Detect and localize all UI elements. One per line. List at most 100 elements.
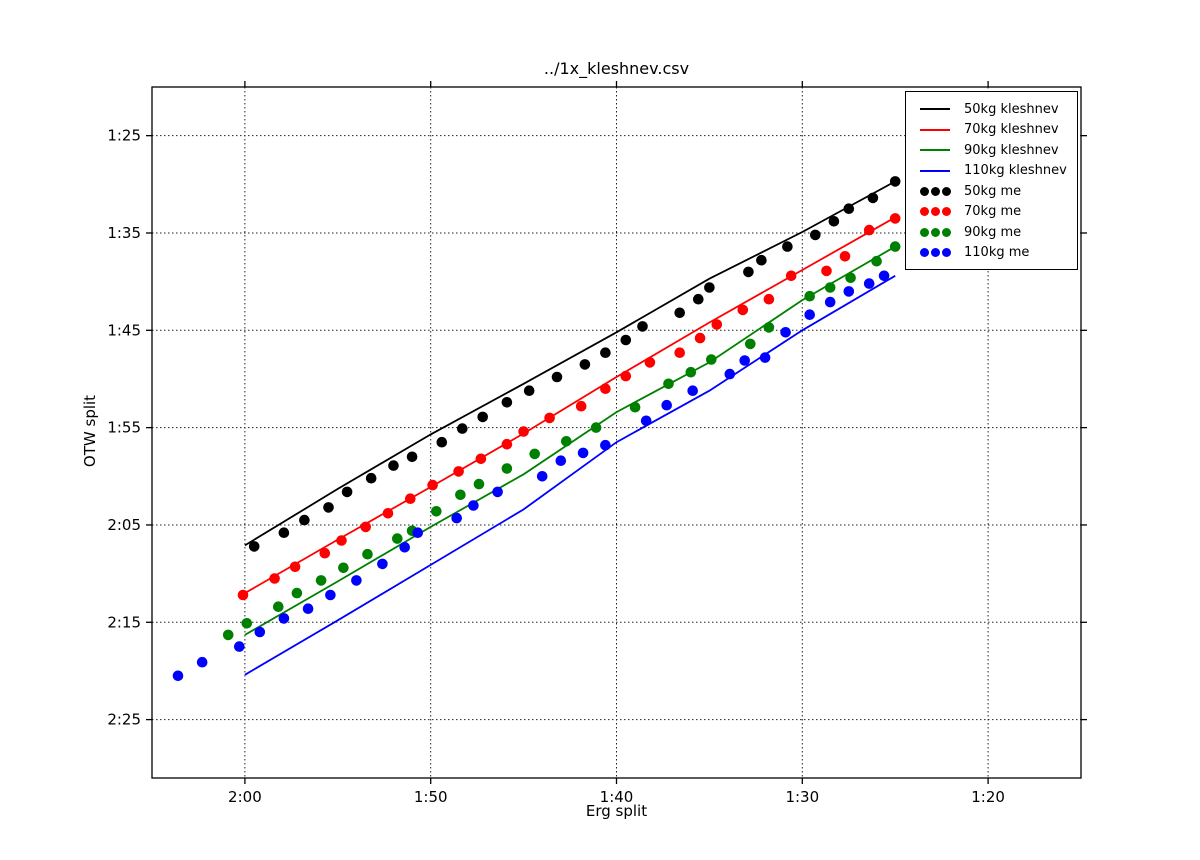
scatter-point-70kg-me [644,357,656,368]
scatter-point-110kg-me [780,327,791,338]
scatter-point-50kg-me [501,397,513,408]
plot-area: 2:00 1:50 1:40 1:30 1:20 1:25 1:35 1:45 1:55 2:05… [107,81,1087,806]
scatter-point-50kg-me [436,436,448,448]
scatter-point-110kg-me [412,527,424,538]
dot-swatch-icon [941,207,951,217]
scatter-point-70kg-me [711,319,723,330]
scatter-point-90kg-me [663,378,674,390]
scatter-point-70kg-me [575,400,587,412]
line-swatch-icon [920,108,950,111]
legend-line-swatch-icon [914,169,956,172]
legend-entry: 90kg kleshnev [914,140,1069,161]
dot-swatch-icon [930,248,940,258]
scatter-point-90kg-me [291,587,303,599]
scatter-point-50kg-me [810,229,821,241]
scatter-point-90kg-me [529,448,540,460]
scatter-point-70kg-me [501,438,513,450]
legend-entry-label: 70kg kleshnev [964,122,1059,138]
scatter-point-110kg-me [724,368,736,380]
scatter-point-110kg-me [254,626,266,638]
scatter-point-90kg-me [561,436,572,447]
scatter-point-110kg-me [661,399,672,411]
legend-entry: 70kg me [914,202,1069,223]
scatter-point-50kg-me [782,241,793,252]
scatter-point-90kg-me [889,241,901,252]
legend: 50kg kleshnev 70kg kleshnev 90kg kleshnev 1… [905,91,1078,270]
scatter-point-90kg-me [473,478,485,490]
legend-entry: 90kg me [914,222,1069,243]
legend-entry-label: 90kg me [964,224,1022,240]
scatter-point-50kg-me [620,334,632,346]
legend-line-swatch-icon [914,149,956,152]
dot-swatch-icon [930,207,940,217]
scatter-point-70kg-me [405,493,416,505]
scatter-point-90kg-me [706,354,717,365]
legend-dots-swatch-icon [914,227,956,237]
scatter-point-50kg-me [704,282,715,293]
scatter-point-50kg-me [600,347,611,359]
scatter-point-50kg-me [756,254,767,266]
scatter-point-90kg-me [590,422,602,433]
line-series-50kg-kleshnev [244,180,896,547]
x-tick-label: 1:40 [600,788,634,806]
scatter-point-90kg-me [763,322,775,333]
scatter-point-110kg-me [278,613,290,624]
scatter-point-50kg-me [457,423,468,434]
scatter-point-50kg-me [477,411,489,423]
dot-swatch-icon [919,186,929,196]
scatter-point-70kg-me [674,347,685,359]
legend-entry-label: 90kg kleshnev [964,142,1059,158]
scatter-point-50kg-me [889,176,901,187]
scatter-point-50kg-me [867,192,879,204]
scatter-point-110kg-me [302,603,314,614]
scatter-point-50kg-me [743,266,754,278]
scatter-point-110kg-me [824,296,836,308]
scatter-point-110kg-me [804,309,815,320]
scatter-point-110kg-me [196,656,208,668]
scatter-point-50kg-me [551,371,563,383]
x-axis-label: Erg split [585,802,648,820]
legend-entry-label: 110kg kleshnev [964,163,1067,179]
legend-entry-label: 50kg kleshnev [964,101,1059,117]
legend-entry-label: 70kg me [964,204,1022,220]
scatter-point-110kg-me [843,286,855,297]
dot-swatch-icon [941,186,951,196]
scatter-point-70kg-me [763,293,775,305]
legend-entry-label: 110kg me [964,245,1030,261]
scatter-point-50kg-me [693,293,704,305]
scatter-point-70kg-me [863,224,875,236]
scatter-point-110kg-me [878,270,890,282]
legend-entry: 110kg kleshnev [914,161,1069,182]
scatter-point-90kg-me [241,618,253,629]
scatter-point-110kg-me [577,447,589,459]
scatter-point-50kg-me [278,527,290,538]
scatter-point-50kg-me [523,385,535,397]
legend-dots-swatch-icon [914,207,956,217]
scatter-point-110kg-me [377,558,388,570]
y-tick-label: 2:25 [107,711,141,729]
scatter-point-110kg-me [492,486,503,498]
dot-swatch-icon [930,186,940,196]
scatter-point-70kg-me [427,479,438,491]
scatter-point-70kg-me [544,412,555,424]
scatter-point-110kg-me [451,512,463,524]
y-tick-label: 1:55 [107,419,141,437]
scatter-point-70kg-me [336,535,347,546]
dot-swatch-icon [919,227,929,237]
scatter-point-90kg-me [824,282,836,293]
x-tick-label: 1:30 [785,788,819,806]
legend-entry: 70kg kleshnev [914,120,1069,141]
scatter-point-50kg-me [341,486,353,498]
chart-title: ../1x_kleshnev.csv [543,59,690,78]
y-axis-label: OTW split [81,394,99,468]
x-tick-label: 1:50 [414,788,448,806]
legend-entry: 50kg me [914,181,1069,202]
scatter-point-90kg-me [315,575,327,586]
scatter-point-90kg-me [685,366,697,378]
y-tick-label: 1:45 [107,321,141,339]
scatter-point-50kg-me [299,514,310,526]
legend-entry: 50kg kleshnev [914,99,1069,120]
scatter-point-70kg-me [600,383,611,395]
scatter-point-50kg-me [388,460,399,471]
